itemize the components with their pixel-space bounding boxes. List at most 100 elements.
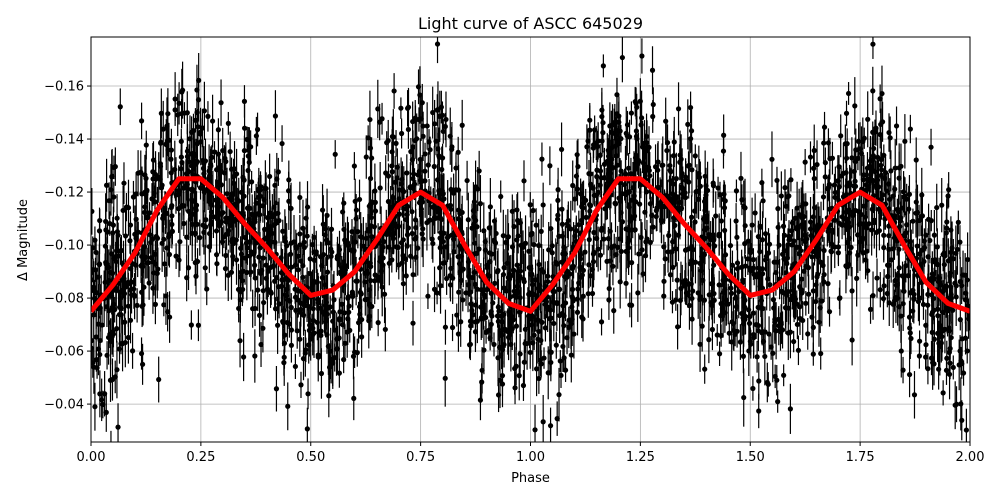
data-point	[173, 253, 179, 259]
data-point	[121, 180, 127, 186]
data-point	[599, 138, 605, 144]
data-point	[547, 316, 553, 322]
data-point	[892, 186, 898, 192]
data-point	[711, 243, 718, 249]
data-point	[636, 251, 642, 257]
data-point	[957, 239, 963, 245]
data-point	[545, 278, 551, 285]
data-point	[348, 247, 354, 253]
data-point	[500, 271, 507, 278]
data-point	[928, 355, 935, 361]
data-point	[304, 204, 311, 210]
data-point	[775, 224, 781, 230]
data-point	[839, 214, 845, 220]
data-point	[297, 194, 303, 201]
data-point	[391, 230, 397, 236]
data-point	[740, 353, 746, 359]
data-point	[836, 164, 842, 170]
data-point	[422, 168, 428, 174]
data-point	[849, 155, 855, 161]
data-point	[759, 330, 765, 336]
data-point	[689, 316, 695, 322]
data-point	[539, 319, 545, 325]
data-point	[165, 111, 171, 117]
data-point	[857, 146, 863, 152]
data-point	[599, 107, 605, 113]
data-point	[569, 265, 576, 272]
data-point	[488, 321, 494, 327]
data-point	[895, 295, 901, 301]
data-point	[646, 167, 652, 174]
data-point	[175, 191, 182, 198]
data-point	[260, 325, 266, 331]
data-point	[396, 262, 402, 268]
data-point	[812, 205, 818, 211]
data-point	[209, 118, 216, 124]
data-point	[367, 116, 373, 123]
data-point	[385, 198, 392, 205]
data-point	[379, 243, 385, 250]
data-point	[275, 169, 281, 175]
data-point	[845, 219, 851, 226]
data-point	[511, 292, 518, 298]
data-point	[154, 235, 161, 241]
data-point	[527, 202, 533, 208]
data-point	[640, 271, 646, 277]
data-point	[422, 151, 428, 157]
data-point	[927, 237, 933, 244]
data-point	[838, 133, 844, 139]
data-point	[276, 301, 282, 307]
data-point	[478, 287, 484, 293]
data-point	[879, 167, 885, 173]
data-point	[231, 166, 238, 172]
data-point	[827, 156, 833, 162]
data-point	[789, 242, 795, 248]
data-point	[223, 252, 229, 259]
data-point	[363, 154, 369, 160]
data-point	[748, 268, 754, 274]
data-point	[302, 298, 308, 304]
data-point	[897, 223, 903, 230]
data-point	[789, 293, 795, 299]
data-point	[906, 206, 912, 212]
data-point	[425, 162, 431, 168]
data-point	[520, 382, 527, 389]
data-point	[606, 171, 612, 177]
data-point	[228, 197, 234, 203]
data-point	[419, 100, 425, 106]
data-point	[138, 169, 144, 175]
data-point	[661, 278, 667, 284]
data-point	[192, 117, 199, 123]
data-point	[616, 140, 622, 146]
data-point	[742, 205, 748, 211]
data-point	[689, 244, 695, 250]
data-point	[530, 340, 536, 346]
data-point	[795, 347, 802, 353]
data-point	[734, 260, 741, 266]
data-point	[305, 391, 311, 397]
data-point	[131, 286, 137, 292]
data-point	[734, 328, 740, 334]
data-point	[618, 248, 624, 255]
data-point	[330, 318, 336, 324]
data-point	[815, 271, 821, 277]
data-point	[643, 189, 650, 195]
data-point	[783, 270, 789, 276]
data-point	[398, 105, 404, 111]
data-point	[172, 96, 178, 102]
data-point	[670, 239, 676, 245]
data-point	[383, 170, 389, 176]
data-point	[151, 190, 157, 197]
data-point	[741, 317, 747, 323]
data-point	[921, 245, 928, 251]
data-point	[553, 342, 559, 348]
data-point	[438, 230, 444, 236]
data-point	[598, 175, 604, 181]
data-point	[316, 329, 322, 336]
data-point	[241, 148, 248, 154]
data-point	[671, 139, 677, 145]
data-point	[168, 156, 174, 162]
data-point	[292, 363, 298, 370]
data-point	[835, 244, 842, 250]
data-point	[253, 240, 259, 246]
